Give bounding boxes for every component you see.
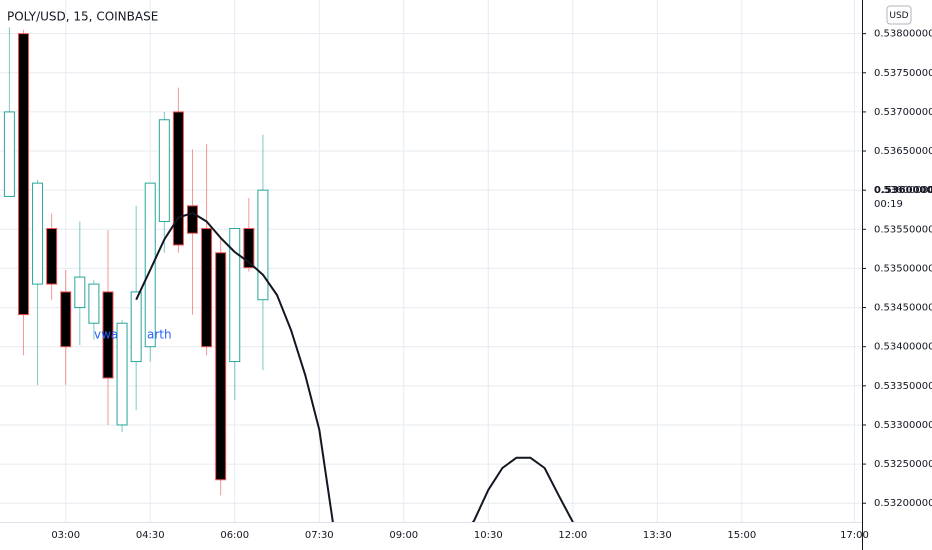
- annotation: arth: [147, 328, 172, 342]
- candle-body: [144, 182, 156, 348]
- x-tick-label: 03:00: [51, 530, 80, 541]
- x-tick-label: 13:30: [643, 530, 672, 541]
- x-tick-label: 15:00: [727, 530, 756, 541]
- candle-body: [3, 111, 15, 197]
- x-tick-label: 09:00: [389, 530, 418, 541]
- x-tick-label: 04:30: [136, 530, 165, 541]
- candle-body: [186, 205, 198, 234]
- candle-body: [229, 228, 241, 363]
- y-tick-label: 0.53700000: [874, 107, 932, 118]
- x-tick-label: 07:30: [305, 530, 334, 541]
- y-tick-label: 0.53200000: [874, 498, 932, 509]
- y-tick-label: 0.53250000: [874, 459, 932, 470]
- indicator-line: [135, 211, 574, 522]
- candle-body: [102, 291, 114, 379]
- x-tick-label: 10:30: [474, 530, 503, 541]
- x-tick-label: 12:00: [558, 530, 587, 541]
- countdown-label: 00:19: [874, 199, 903, 210]
- candle-body: [88, 283, 100, 324]
- y-tick-label: 0.53550000: [874, 224, 932, 235]
- annotation: vwa: [94, 328, 118, 342]
- candle-body: [17, 33, 29, 316]
- chart-title: POLY/USD, 15, COINBASE: [7, 10, 158, 24]
- y-tick-label: 0.53350000: [874, 381, 932, 392]
- x-tick-label: 17:00: [840, 530, 869, 541]
- y-tick-label: 0.53800000: [874, 29, 932, 40]
- axes: 0.53200000 0.53250000 0.53300000 0.53350000…: [51, 29, 932, 541]
- currency-label[interactable]: USD: [889, 11, 908, 21]
- candle-body: [201, 228, 213, 348]
- plot-area: vwa arth: [3, 27, 574, 522]
- x-tick-label: 06:00: [220, 530, 249, 541]
- candle-body: [130, 291, 142, 363]
- y-tick-label: 0.53450000: [874, 303, 932, 314]
- candle-body: [32, 182, 44, 285]
- candle-body: [172, 111, 184, 246]
- candle-body: [74, 276, 86, 309]
- y-tick-label: 0.53750000: [874, 68, 932, 79]
- candle-body: [60, 291, 72, 348]
- y-tick-label: 0.53600000: [874, 185, 932, 196]
- last-price-label: 0.53600000: [874, 185, 932, 196]
- currency-button[interactable]: [886, 5, 912, 25]
- grid: [0, 0, 862, 522]
- candle-body: [46, 228, 58, 285]
- y-tick-label: 0.53500000: [874, 263, 932, 274]
- candle-body: [215, 252, 227, 481]
- y-tick-label: 0.53300000: [874, 420, 932, 431]
- candle-body: [257, 189, 269, 301]
- candle-body: [243, 228, 255, 269]
- candle-body: [116, 322, 128, 426]
- y-tick-label: 0.53650000: [874, 146, 932, 157]
- candle-body: [158, 119, 170, 222]
- y-tick-label: 0.53400000: [874, 342, 932, 353]
